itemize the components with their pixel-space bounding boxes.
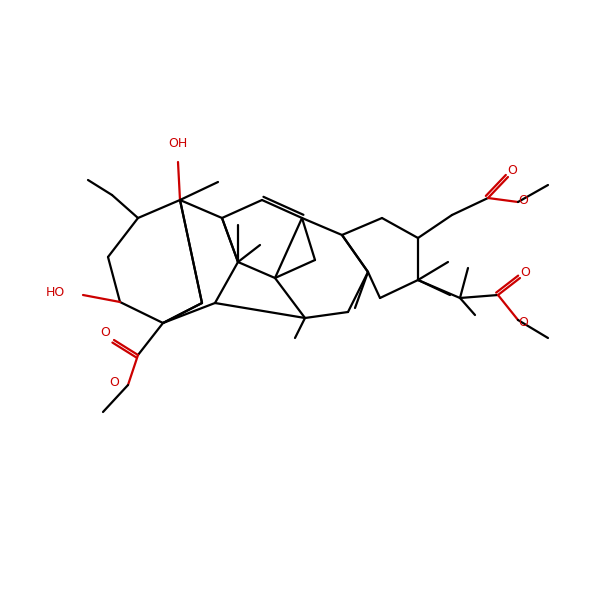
Text: O: O [507, 163, 517, 176]
Text: O: O [100, 326, 110, 340]
Text: O: O [518, 193, 528, 206]
Text: HO: HO [46, 286, 65, 299]
Text: O: O [518, 316, 528, 329]
Text: O: O [109, 376, 119, 389]
Text: OH: OH [169, 137, 188, 150]
Text: O: O [520, 265, 530, 278]
